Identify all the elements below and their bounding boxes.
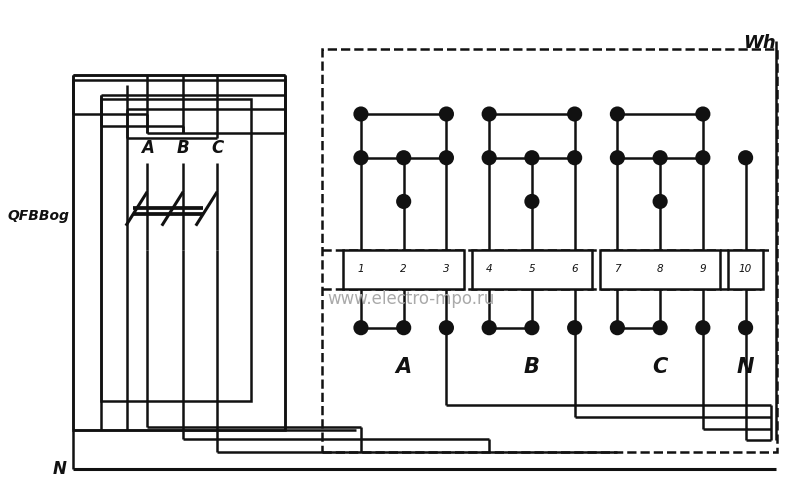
Circle shape (354, 152, 367, 164)
Circle shape (611, 322, 624, 334)
Text: A: A (396, 356, 412, 376)
Circle shape (398, 322, 410, 334)
Text: 3: 3 (443, 264, 450, 274)
Circle shape (568, 108, 581, 120)
Text: N: N (53, 460, 66, 477)
Text: 5: 5 (529, 264, 535, 274)
Bar (472, 250, 592, 289)
Bar (600, 250, 720, 289)
Text: 4: 4 (486, 264, 493, 274)
Bar (101, 100, 251, 401)
Text: 7: 7 (614, 264, 621, 274)
Circle shape (354, 322, 367, 334)
Circle shape (440, 322, 453, 334)
Circle shape (526, 322, 538, 334)
Circle shape (354, 108, 367, 120)
Text: 9: 9 (699, 264, 706, 274)
Text: 10: 10 (739, 264, 752, 274)
Circle shape (697, 152, 709, 164)
Circle shape (697, 322, 709, 334)
Text: B: B (177, 139, 190, 157)
Circle shape (483, 322, 495, 334)
Bar (74, 80, 285, 430)
Text: 6: 6 (571, 264, 578, 274)
Text: B: B (524, 356, 540, 376)
Text: 1: 1 (358, 264, 364, 274)
Circle shape (483, 108, 495, 120)
Circle shape (398, 152, 410, 164)
Circle shape (440, 108, 453, 120)
Text: A: A (141, 139, 154, 157)
Text: QFBBog: QFBBog (8, 209, 70, 223)
Circle shape (398, 195, 410, 207)
Text: Wh: Wh (743, 34, 776, 52)
Circle shape (611, 108, 624, 120)
Text: www.electro-mpo.ru: www.electro-mpo.ru (328, 290, 495, 308)
Circle shape (568, 322, 581, 334)
Text: C: C (653, 356, 668, 376)
Text: N: N (737, 356, 754, 376)
Circle shape (568, 152, 581, 164)
Circle shape (483, 152, 495, 164)
Circle shape (739, 152, 752, 164)
Circle shape (611, 152, 624, 164)
Bar (322, 49, 777, 452)
Bar (343, 250, 464, 289)
Text: 8: 8 (657, 264, 663, 274)
Text: 2: 2 (400, 264, 407, 274)
Text: C: C (211, 139, 223, 157)
Bar (728, 250, 763, 289)
Circle shape (526, 195, 538, 207)
Circle shape (654, 322, 666, 334)
Circle shape (697, 108, 709, 120)
Circle shape (739, 322, 752, 334)
Circle shape (654, 195, 666, 207)
Circle shape (654, 152, 666, 164)
Circle shape (440, 152, 453, 164)
Circle shape (526, 152, 538, 164)
